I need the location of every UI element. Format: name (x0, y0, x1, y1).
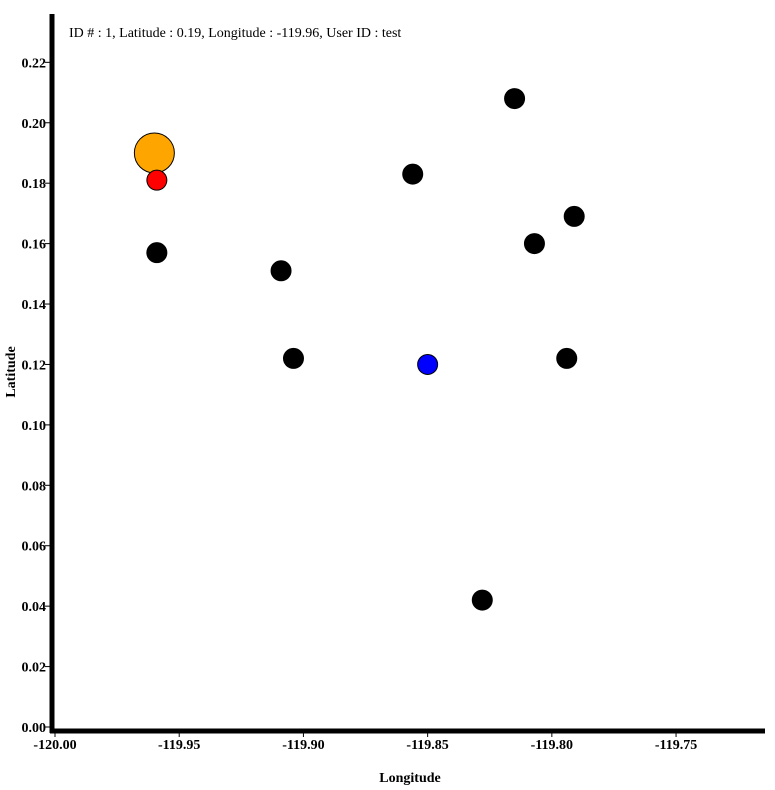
data-point-selected[interactable] (133, 132, 175, 174)
y-tick-label: 0.18 (22, 177, 47, 192)
y-axis-ticks: 0.00 0.02 0.04 0.06 0.08 0.10 0.12 0.14 0.16 0.18… (22, 56, 52, 736)
x-axis-ticks: -120.00 -119.95 -119.90 -119.85 -119.80 -119.… (33, 731, 697, 753)
y-tick-label: 0.16 (22, 238, 47, 253)
x-tick-label: -120.00 (33, 738, 76, 753)
y-tick-label: 0.08 (22, 479, 47, 494)
data-point[interactable] (504, 88, 526, 110)
point-info-text: ID # : 1, Latitude : 0.19, Longitude : -… (69, 26, 401, 41)
data-point[interactable] (523, 233, 545, 255)
data-point[interactable] (471, 589, 493, 611)
y-tick-label: 0.02 (22, 661, 47, 676)
x-axis-title: Longitude (379, 771, 440, 786)
data-point-user[interactable] (417, 353, 439, 375)
y-tick-label: 0.22 (22, 56, 47, 71)
y-axis-title: Latitude (4, 346, 19, 397)
data-point-highlight[interactable] (146, 169, 168, 191)
data-point[interactable] (556, 347, 578, 369)
y-tick-label: 0.00 (22, 721, 47, 736)
y-tick-label: 0.12 (22, 358, 47, 373)
data-point[interactable] (146, 242, 168, 264)
y-tick-label: 0.14 (22, 298, 47, 313)
y-tick-label: 0.06 (22, 540, 47, 555)
x-tick-label: -119.90 (282, 738, 324, 753)
y-tick-label: 0.10 (22, 419, 47, 434)
data-point[interactable] (270, 260, 292, 282)
data-point[interactable] (402, 163, 424, 185)
x-tick-label: -119.80 (531, 738, 573, 753)
x-tick-label: -119.75 (655, 738, 697, 753)
data-points (133, 88, 585, 611)
x-tick-label: -119.95 (158, 738, 200, 753)
data-point[interactable] (563, 205, 585, 227)
data-point[interactable] (282, 347, 304, 369)
y-tick-label: 0.20 (22, 117, 47, 132)
x-tick-label: -119.85 (406, 738, 448, 753)
y-tick-label: 0.04 (22, 600, 47, 615)
